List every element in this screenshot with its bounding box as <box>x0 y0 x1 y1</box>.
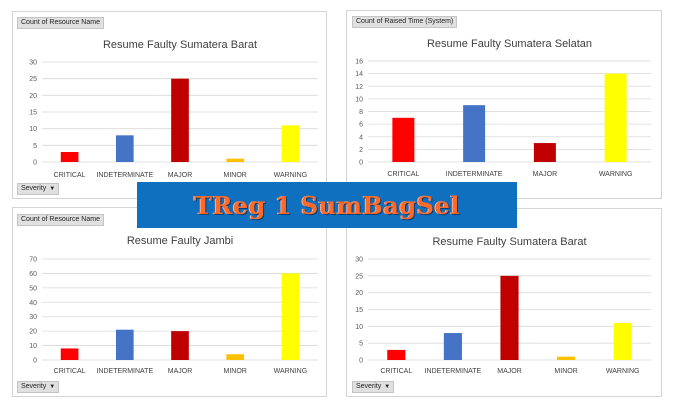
bar-warning <box>604 73 627 162</box>
y-tick-label: 70 <box>29 257 37 264</box>
y-tick-label: 25 <box>355 273 363 280</box>
y-tick-label: 16 <box>355 59 363 66</box>
bar-warning <box>281 273 300 360</box>
x-tick-label: CRITICAL <box>380 368 412 375</box>
chart-panel-sumbar-top: Count of Resource Name Resume Faulty Sum… <box>12 11 327 199</box>
y-tick-label: 10 <box>29 126 37 133</box>
y-tick-label: 6 <box>359 122 363 129</box>
x-tick-label: MINOR <box>224 368 247 375</box>
chevron-down-icon: ▼ <box>49 384 56 390</box>
x-tick-label: MINOR <box>554 368 577 375</box>
x-tick-label: MAJOR <box>168 172 193 179</box>
y-tick-label: 30 <box>29 60 37 67</box>
bar-indeterminate <box>115 329 134 360</box>
y-tick-label: 5 <box>359 341 363 348</box>
y-tick-label: 12 <box>355 84 363 91</box>
x-tick-label: CRITICAL <box>54 172 86 179</box>
bar-chart-jambi: Resume Faulty Jambi 0 10 20 30 40 50 60 70 CRITIC… <box>29 235 318 375</box>
x-tick-label: INDETERMINATE <box>96 368 153 375</box>
severity-filter-button[interactable]: Severity ▼ <box>17 381 60 393</box>
y-tick-label: 20 <box>29 93 37 100</box>
bar-indeterminate <box>115 135 134 162</box>
y-tick-label: 30 <box>355 257 363 264</box>
y-tick-label: 60 <box>29 271 37 278</box>
severity-filter-label: Severity <box>21 383 47 390</box>
bar-chart-sumsel: Resume Faulty Sumatera Selatan 0 2 4 6 8 10 12 1… <box>355 38 651 178</box>
y-tick-label: 0 <box>359 160 363 167</box>
bar-indeterminate <box>463 105 486 162</box>
bar-warning <box>281 125 300 162</box>
x-tick-label: WARNING <box>274 172 308 179</box>
y-tick-label: 10 <box>355 324 363 331</box>
y-tick-label: 10 <box>355 96 363 103</box>
bar-minor <box>557 356 576 360</box>
chart-panel-sumsel: Count of Raised Time (System) Resume Fau… <box>346 10 662 199</box>
severity-filter-button[interactable]: Severity ▼ <box>17 183 60 195</box>
y-tick-label: 5 <box>33 143 37 150</box>
x-tick-label: CRITICAL <box>387 171 419 178</box>
bar-chart-sumbar-top: Resume Faulty Sumatera Barat 0 5 10 15 20 25 30… <box>29 39 318 179</box>
x-tick-label: INDETERMINATE <box>96 172 153 179</box>
y-tick-label: 0 <box>33 358 37 365</box>
chart-title: Resume Faulty Sumatera Barat <box>103 39 257 51</box>
bar-major <box>500 275 519 360</box>
y-tick-label: 50 <box>29 285 37 292</box>
y-tick-label: 25 <box>29 76 37 83</box>
y-tick-label: 14 <box>355 71 363 78</box>
severity-filter-label: Severity <box>21 185 47 192</box>
bar-minor <box>226 354 245 360</box>
chart-panel-jambi: Count of Resource Name Resume Faulty Jam… <box>12 207 327 397</box>
bar-critical <box>60 152 79 162</box>
y-tick-label: 0 <box>33 160 37 167</box>
x-tick-label: INDETERMINATE <box>425 368 482 375</box>
bar-indeterminate <box>443 333 462 360</box>
y-tick-label: 4 <box>359 134 363 141</box>
y-tick-label: 20 <box>355 290 363 297</box>
chart-title: Resume Faulty Sumatera Barat <box>432 236 586 248</box>
severity-filter-label: Severity <box>356 383 382 390</box>
x-tick-label: MAJOR <box>497 368 522 375</box>
chart-title: Resume Faulty Jambi <box>127 235 233 247</box>
y-tick-label: 20 <box>29 329 37 336</box>
bar-major <box>533 143 556 162</box>
bar-major <box>171 331 189 360</box>
bar-critical <box>60 348 79 360</box>
y-tick-label: 0 <box>359 358 363 365</box>
y-tick-label: 30 <box>29 314 37 321</box>
x-tick-label: INDETERMINATE <box>446 171 503 178</box>
bar-warning <box>613 322 632 360</box>
y-tick-label: 2 <box>359 147 363 154</box>
x-tick-label: CRITICAL <box>54 368 86 375</box>
banner-title: TReg 1 SumBagSel <box>194 190 460 220</box>
chart-panel-sumbar-bottom: Resume Faulty Sumatera Barat 0 5 10 15 20 25 30… <box>346 208 662 397</box>
chevron-down-icon: ▼ <box>49 186 56 192</box>
chart-title: Resume Faulty Sumatera Selatan <box>427 38 592 50</box>
value-field-button[interactable]: Count of Resource Name <box>17 17 104 29</box>
value-field-button[interactable]: Count of Raised Time (System) <box>352 16 458 28</box>
region-banner: TReg 1 SumBagSel <box>137 182 517 228</box>
x-tick-label: WARNING <box>274 368 308 375</box>
bar-major <box>171 78 189 162</box>
bar-chart-sumbar-bottom: Resume Faulty Sumatera Barat 0 5 10 15 20 25 30… <box>355 236 651 375</box>
y-tick-label: 15 <box>29 110 37 117</box>
y-tick-label: 40 <box>29 300 37 307</box>
bar-critical <box>387 349 406 360</box>
x-tick-label: MINOR <box>224 172 247 179</box>
severity-filter-button[interactable]: Severity ▼ <box>352 381 395 393</box>
y-tick-label: 10 <box>29 343 37 350</box>
y-tick-label: 8 <box>359 109 363 116</box>
bar-critical <box>392 117 415 162</box>
value-field-button[interactable]: Count of Resource Name <box>17 214 104 226</box>
x-tick-label: WARNING <box>599 171 633 178</box>
y-tick-label: 15 <box>355 307 363 314</box>
bar-minor <box>226 158 245 162</box>
x-tick-label: MAJOR <box>168 368 193 375</box>
x-tick-label: WARNING <box>606 368 640 375</box>
chevron-down-icon: ▼ <box>384 384 391 390</box>
x-tick-label: MAJOR <box>533 171 558 178</box>
